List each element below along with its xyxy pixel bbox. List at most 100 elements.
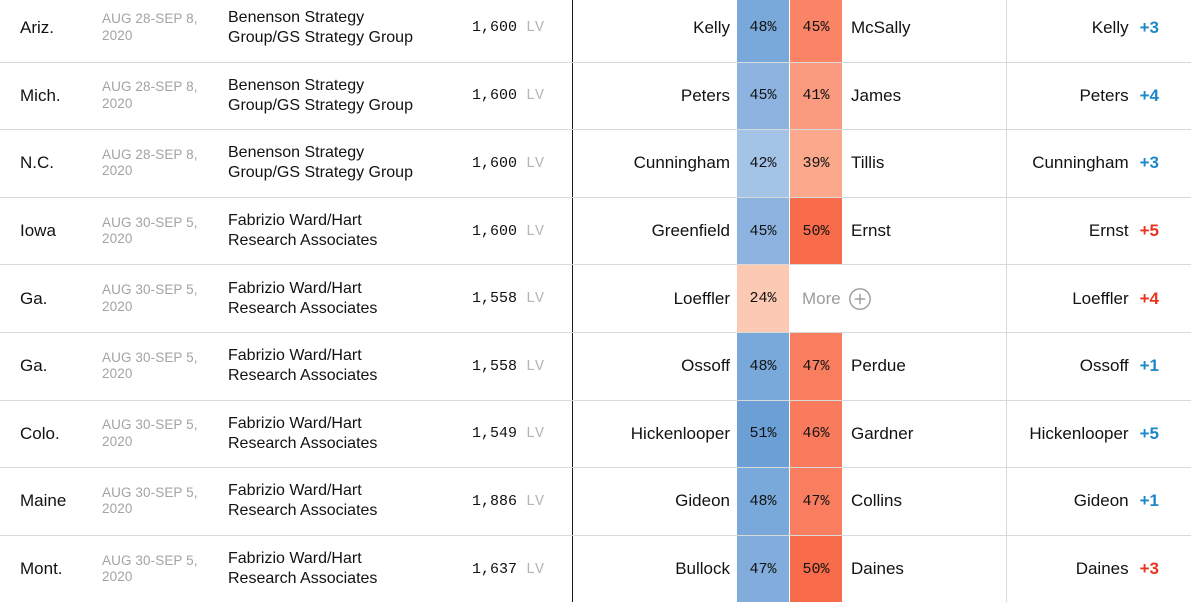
poll-dates: AUG 30-SEP 5, 2020 [102,485,228,518]
leader-cell: Ernst +5 [1006,197,1191,265]
leader-name: Cunningham [1032,153,1129,173]
leader-name: Hickenlooper [1029,423,1129,443]
candidate2-name: Perdue [851,356,906,376]
poll-dates-line2: 2020 [102,95,133,111]
leader-margin: +5 [1139,423,1159,443]
pollster-line2: Research Associates [228,434,378,452]
poll-row-right: Gideon 48% 47% Collins Gideon +1 [573,468,1191,535]
poll-row-right: Loeffler 24% More Loeffler +4 [573,265,1191,332]
poll-dates-line1: AUG 30-SEP 5, [102,552,198,568]
candidate1-name: Bullock [675,559,730,579]
pollster-name: Fabrizio Ward/Hart Research Associates [228,211,460,251]
poll-dates-line1: AUG 30-SEP 5, [102,282,198,298]
leader-margin: +4 [1139,85,1159,105]
pollster-name: Fabrizio Ward/Hart Research Associates [228,481,460,521]
state-label: Ga. [20,288,48,308]
poll-row-left: Maine AUG 30-SEP 5, 2020 Fabrizio Ward/H… [0,468,573,535]
poll-row: Mich. AUG 28-SEP 8, 2020 Benenson Strate… [0,61,1191,130]
poll-dates-line1: AUG 30-SEP 5, [102,484,198,500]
poll-row-left: Ariz. AUG 28-SEP 8, 2020 Benenson Strate… [0,0,573,62]
poll-row: N.C. AUG 28-SEP 8, 2020 Benenson Strateg… [0,129,1191,197]
sample-size-number: 1,600 [471,154,517,172]
poll-row-left: Ga. AUG 30-SEP 5, 2020 Fabrizio Ward/Har… [0,332,573,400]
sample-type-badge: LV [525,357,544,375]
pollster-name: Benenson Strategy Group/GS Strategy Grou… [228,143,460,183]
poll-row: Colo. AUG 30-SEP 5, 2020 Fabrizio Ward/H… [0,399,1191,468]
pollster-line1: Benenson Strategy [228,144,365,162]
poll-dates-line1: AUG 28-SEP 8, [102,146,198,162]
sample-size-number: 1,600 [471,19,517,37]
state-label: Mich. [20,85,61,105]
poll-row: Ga. AUG 30-SEP 5, 2020 Fabrizio Ward/Har… [0,264,1191,332]
poll-dates: AUG 30-SEP 5, 2020 [102,417,228,450]
pollster-line2: Group/GS Strategy Group [228,28,413,46]
pollster-line1: Fabrizio Ward/Hart [228,212,362,230]
poll-dates-line1: AUG 28-SEP 8, [102,11,198,27]
pollster-line2: Group/GS Strategy Group [228,96,413,114]
poll-row: Iowa AUG 30-SEP 5, 2020 Fabrizio Ward/Ha… [0,196,1191,265]
leader-margin: +3 [1139,153,1159,173]
sample-size-number: 1,549 [471,425,517,443]
candidate2-pct-cell: 47% [790,332,842,400]
candidate2-pct-cell: 45% [790,0,842,62]
candidate2-name: Ernst [851,221,891,241]
candidate1-pct-cell: 42% [737,130,789,197]
pollster-line1: Fabrizio Ward/Hart [228,279,362,297]
candidate2-name: James [851,85,902,105]
poll-row-left: Ga. AUG 30-SEP 5, 2020 Fabrizio Ward/Har… [0,265,573,332]
candidate1-name: Greenfield [651,221,730,241]
pollster-name: Benenson Strategy Group/GS Strategy Grou… [228,76,460,116]
poll-row-right: Cunningham 42% 39% Tillis Cunningham +3 [573,130,1191,197]
leader-cell: Peters +4 [1006,62,1191,130]
candidate1-name: Kelly [693,17,730,37]
poll-dates-line2: 2020 [102,231,133,247]
sample-size-number: 1,637 [471,560,517,578]
sample-size: 1,637 LV [460,561,552,578]
sample-size: 1,600 LV [460,87,552,104]
pollster-line2: Research Associates [228,299,378,317]
sample-type-badge: LV [525,290,544,308]
state-label: Ga. [20,356,48,376]
candidate1-pct-cell: 48% [737,332,789,400]
candidate1-pct-cell: 45% [737,197,789,265]
poll-dates: AUG 30-SEP 5, 2020 [102,282,228,315]
leader-cell: Loeffler +4 [1006,265,1191,332]
plus-circle-icon [848,287,871,310]
leader-margin: +3 [1139,17,1159,37]
candidate1-pct-cell: 48% [737,468,789,535]
leader-cell: Ossoff +1 [1006,332,1191,400]
sample-size: 1,558 LV [460,358,552,375]
leader-cell: Daines +3 [1006,535,1191,602]
candidate1-name: Gideon [675,491,730,511]
sample-size: 1,558 LV [460,290,552,307]
poll-row-right: Kelly 48% 45% McSally Kelly +3 [573,0,1191,62]
pollster-name: Benenson Strategy Group/GS Strategy Grou… [228,8,460,48]
poll-row: Ariz. AUG 28-SEP 8, 2020 Benenson Strate… [0,0,1191,62]
poll-dates-line2: 2020 [102,27,133,43]
state-label: Iowa [20,221,56,241]
poll-dates-line2: 2020 [102,298,133,314]
poll-dates-line2: 2020 [102,569,133,585]
candidate2-pct-cell: 39% [790,130,842,197]
candidate1-pct-cell: 51% [737,400,789,468]
leader-cell: Hickenlooper +5 [1006,400,1191,468]
sample-type-badge: LV [525,560,544,578]
leader-margin: +3 [1139,559,1159,579]
candidate1-pct-cell: 45% [737,62,789,130]
poll-dates-line2: 2020 [102,433,133,449]
candidate1-name: Peters [680,85,730,105]
sample-size-number: 1,558 [471,357,517,375]
poll-dates-line1: AUG 30-SEP 5, [102,349,198,365]
candidate1-name: Hickenlooper [630,423,730,443]
poll-dates-line1: AUG 30-SEP 5, [102,214,198,230]
poll-row-right: Hickenlooper 51% 46% Gardner Hickenloope… [573,400,1191,468]
pollster-name: Fabrizio Ward/Hart Research Associates [228,549,460,589]
leader-name: Peters [1079,85,1129,105]
poll-row-right: Ossoff 48% 47% Perdue Ossoff +1 [573,332,1191,400]
sample-size: 1,600 LV [460,223,552,240]
more-button[interactable]: More [790,265,1006,332]
poll-dates-line2: 2020 [102,163,133,179]
state-label: Colo. [20,423,60,443]
candidate1-pct-cell: 24% [737,265,789,332]
poll-row-left: Mich. AUG 28-SEP 8, 2020 Benenson Strate… [0,62,573,130]
